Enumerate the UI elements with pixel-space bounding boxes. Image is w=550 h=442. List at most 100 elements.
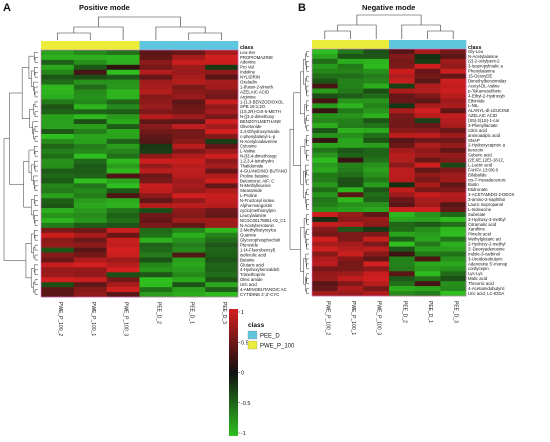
heatmap-cell [337,88,364,94]
heatmap-cell [205,232,239,239]
heatmap-cell [440,197,467,203]
row-dendrogram-branch [306,179,309,186]
heatmap-cell [73,262,107,268]
heatmap-cell [139,267,173,273]
heatmap-cell [312,221,338,228]
heatmap-cell [172,178,206,184]
heatmap-cell [172,153,206,159]
column-dendrogram-branch [188,32,222,40]
row-label: Trimethoprim [240,272,266,277]
column-label: PEE_D_2 [155,302,161,324]
heatmap-cell [41,213,75,219]
row-label: Biotin [468,182,479,187]
heatmap-cell [205,153,239,159]
heatmap-cell [41,114,75,120]
row-dendrogram-branch [33,210,38,220]
class-annotation-cell [312,40,338,51]
heatmap-cell [363,177,390,183]
row-label: FAHFA 13:0/6:0 [468,167,499,172]
row-dendrogram-branch [305,164,309,178]
heatmap-cell [414,241,441,247]
heatmap-cell [172,74,206,80]
heatmap-cell [172,217,206,224]
heatmap-cell [389,147,415,154]
heatmap-cell [414,53,441,60]
heatmap-cell [139,183,173,189]
heatmap-cell [73,277,107,283]
heatmap-cell [205,173,239,179]
row-label: Leu-Ser [240,50,256,55]
heatmap-cell [205,227,239,234]
row-label: 3-ACETAMIDO-2-DEOX [468,192,515,197]
heatmap-cell [73,213,107,219]
heatmap-cell [312,167,338,173]
heatmap-cell [172,124,206,130]
heatmap-cell [440,98,467,104]
heatmap-cell [414,108,441,114]
heatmap-cell [106,272,140,278]
heatmap-cell [139,232,173,239]
heatmap-cell [337,216,364,223]
class-annotation-cell [389,40,415,51]
heatmap-cell [41,59,75,66]
heatmap-cell [389,231,415,238]
heatmap-cell [363,167,390,173]
heatmap-cell [312,202,338,208]
heatmap-cell [312,142,338,149]
heatmap-cell [73,79,107,85]
heatmap-cell [73,178,107,184]
row-label: Etidronate [468,187,488,192]
heatmap-cell [389,246,415,252]
heatmap-cell [106,94,140,100]
row-dendrogram-branch [34,244,38,251]
heatmap-cell [73,84,107,90]
row-label: 1-(1,3-BENZODIOXOL [240,99,284,104]
heatmap-cell [139,213,173,219]
heatmap-cell [139,129,173,135]
heatmap-cell [106,54,140,61]
heatmap-cell [205,74,239,80]
heatmap-cell [414,172,441,178]
heatmap-cell [312,49,338,55]
row-label: L-Lactic acid [468,162,493,167]
row-dendrogram-branch [34,220,38,226]
heatmap-cell [363,68,390,74]
heatmap-cell [363,83,390,89]
heatmap-cell [41,178,75,184]
heatmap-cell [440,78,467,84]
heatmap-cell [312,207,338,213]
heatmap-cell [172,232,206,239]
heatmap-cell [312,261,338,267]
heatmap-cell [139,198,173,204]
row-label: Suberate [468,212,486,217]
row-label: 4-Acetamidobutyric [468,286,506,291]
heatmap-cell [312,246,338,252]
heatmap-cell [205,138,239,145]
heatmap-cell [389,78,415,84]
heatmap-cell [139,114,173,120]
row-label: aminoadipic acid [468,133,501,138]
heatmap-cell [337,162,364,168]
row-dendrogram-branch [306,229,309,235]
heatmap-cell [139,133,173,140]
heatmap-cell [106,104,140,110]
heatmap-cell [106,124,140,130]
row-label: 3-Ureidoisobutyric [468,256,503,261]
colorbar-tick-label: 1 [241,310,244,316]
heatmap-cell [337,212,364,218]
heatmap-cell [363,281,390,287]
row-dendrogram-branch [3,138,26,261]
legend-label: PEE_D [260,334,280,340]
heatmap-cell [389,157,415,163]
column-label: PEE_D_3 [221,302,227,324]
heatmap-cell [440,207,467,213]
row-dendrogram-branch [33,175,38,185]
heatmap-cell [106,89,140,95]
row-label: CYTIDINE 2',3'-CYC [240,292,279,297]
heatmap-cell [414,142,441,149]
heatmap-cell [73,222,107,229]
heatmap-cell [41,193,75,199]
heatmap-cell [363,246,390,252]
heatmap-cell [41,54,75,61]
heatmap-cell [440,63,467,70]
